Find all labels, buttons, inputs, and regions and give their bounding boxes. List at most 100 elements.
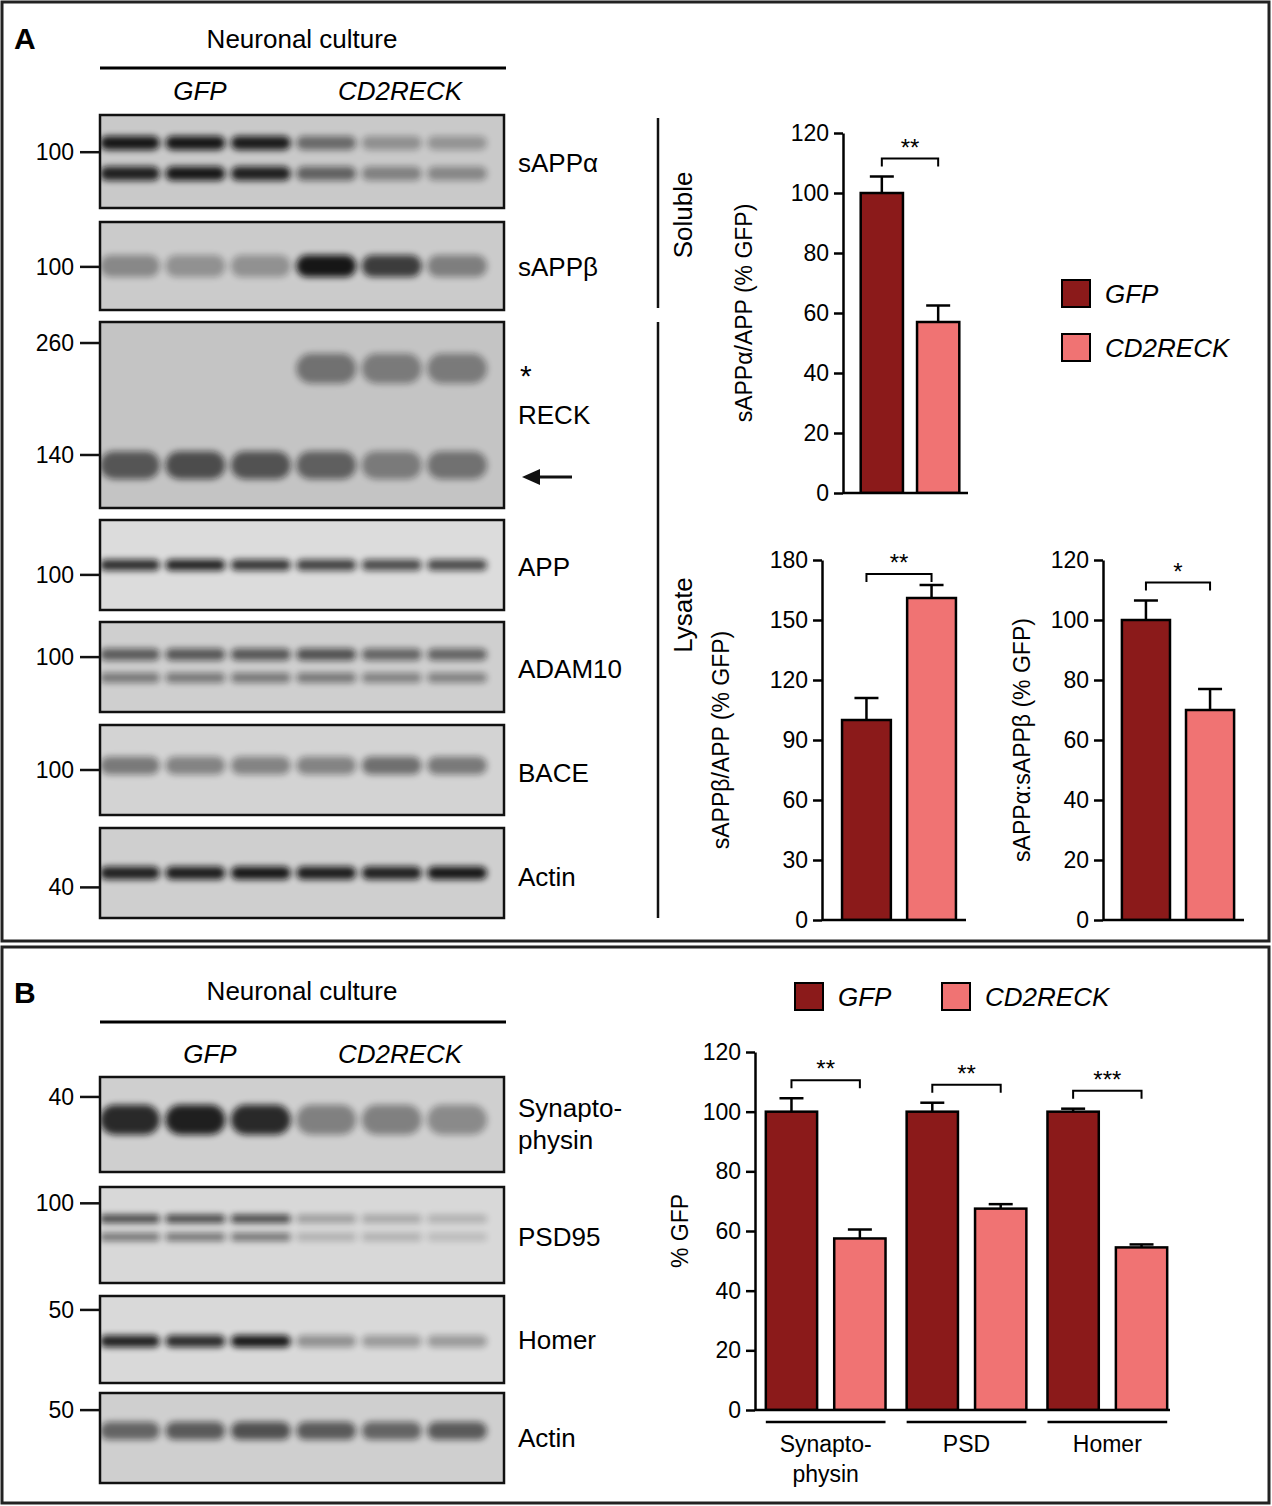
y-tick-label: 40 xyxy=(803,360,829,386)
blot xyxy=(100,222,504,310)
blot-band xyxy=(165,1335,225,1347)
marker-label: 100 xyxy=(36,1190,74,1216)
y-tick: 0 xyxy=(795,907,822,933)
bar-chart: 020406080100120% GFPSynapto-physinPSDHom… xyxy=(667,982,1170,1487)
category-underline xyxy=(907,1421,1027,1424)
blot-label: Synapto-physin xyxy=(518,1093,622,1155)
y-tick-label: 0 xyxy=(816,480,829,506)
y-tick-mark xyxy=(1094,919,1103,922)
y-tick-label: 60 xyxy=(803,300,829,326)
blot-background xyxy=(100,322,504,508)
blot-band xyxy=(231,255,291,277)
blot-frame xyxy=(100,1296,504,1383)
blot-band xyxy=(231,673,291,683)
y-tick-mark xyxy=(834,132,843,135)
error-cap xyxy=(1130,1243,1154,1246)
marker-label: 100 xyxy=(36,644,74,670)
legend-swatch xyxy=(1062,334,1090,361)
band-annotation: * xyxy=(520,359,532,392)
blot-label: BACE xyxy=(518,758,589,788)
y-tick-mark xyxy=(813,619,822,622)
plot-area xyxy=(1122,601,1234,921)
blot-label: Actin xyxy=(518,862,576,892)
blot-band xyxy=(100,1215,160,1223)
error-bar xyxy=(848,1230,872,1239)
blot-band xyxy=(100,1335,160,1347)
error-cap xyxy=(1061,1107,1085,1110)
blot xyxy=(100,1296,504,1383)
y-tick-mark xyxy=(834,252,843,255)
blot-band xyxy=(362,673,422,683)
y-tick: 40 xyxy=(715,1278,755,1304)
blot-band xyxy=(231,560,291,571)
marker-tick xyxy=(80,769,100,772)
y-axis-title: sAPPβ/APP (% GFP) xyxy=(708,631,734,850)
bar xyxy=(1116,1247,1167,1410)
blot-band xyxy=(427,354,487,384)
marker-label: 100 xyxy=(36,562,74,588)
y-tick: 20 xyxy=(1063,847,1103,873)
bar xyxy=(975,1209,1026,1410)
y-axis-title: sAPPα/APP (% GFP) xyxy=(731,204,757,423)
blot-band xyxy=(231,648,291,660)
blot-band xyxy=(362,255,422,277)
error-stem xyxy=(881,177,884,194)
blot-band xyxy=(362,1215,422,1223)
blot-band xyxy=(231,757,291,775)
y-tick: 120 xyxy=(1051,547,1103,573)
error-bar xyxy=(779,1098,803,1111)
blot-band xyxy=(296,1215,356,1223)
y-tick-mark xyxy=(813,919,822,922)
bar xyxy=(1186,710,1234,920)
blot-band xyxy=(296,1233,356,1241)
blot xyxy=(100,1077,504,1172)
blot-band xyxy=(362,1105,422,1135)
blot-background xyxy=(100,828,504,918)
legend-swatch xyxy=(1062,280,1090,307)
significance-label: ** xyxy=(901,134,920,161)
y-tick-label: 80 xyxy=(803,240,829,266)
y-tick-mark xyxy=(746,1290,755,1293)
y-tick: 120 xyxy=(770,667,822,693)
fraction-label: Lysate xyxy=(668,577,698,653)
bar xyxy=(1047,1112,1098,1410)
blot-panel: BNeuronal cultureGFPCD2RECK40Synapto-phy… xyxy=(14,976,622,1483)
blot-band xyxy=(100,648,160,660)
y-tick: 20 xyxy=(715,1337,755,1363)
marker-label: 100 xyxy=(36,139,74,165)
blot-band xyxy=(231,136,291,150)
legend-swatch xyxy=(942,983,970,1010)
x-axis-line xyxy=(843,492,968,495)
error-cap xyxy=(779,1097,803,1100)
blot-panel: ANeuronal cultureGFPCD2RECK100sAPPα100sA… xyxy=(14,22,698,918)
y-tick-mark xyxy=(1094,799,1103,802)
y-tick-label: 120 xyxy=(1051,547,1089,573)
bar xyxy=(842,720,891,920)
blot-frame xyxy=(100,1077,504,1172)
blot-label: APP xyxy=(518,552,570,582)
category-underline xyxy=(1047,1421,1167,1424)
blot-label: PSD95 xyxy=(518,1222,600,1252)
blot-band xyxy=(296,1422,356,1440)
blot-band xyxy=(427,1422,487,1440)
plot-area xyxy=(861,177,960,494)
y-tick-mark xyxy=(813,859,822,862)
title-rule xyxy=(100,1021,506,1024)
blot-label: Homer xyxy=(518,1325,596,1355)
blot-band xyxy=(296,757,356,775)
error-bar xyxy=(926,306,950,323)
y-tick: 30 xyxy=(782,847,822,873)
marker-tick xyxy=(80,1202,100,1205)
y-tick-mark xyxy=(834,312,843,315)
x-axis-line xyxy=(1103,919,1244,922)
y-tick-label: 0 xyxy=(1076,907,1089,933)
significance-label: ** xyxy=(890,549,909,576)
blot-frame xyxy=(100,725,504,815)
bar xyxy=(834,1238,885,1410)
marker-label: 140 xyxy=(36,442,74,468)
legend-label: CD2RECK xyxy=(985,982,1111,1012)
panel-label: B xyxy=(14,976,36,1009)
blot-label: Actin xyxy=(518,1423,576,1453)
plot-area xyxy=(842,585,956,920)
blot-band xyxy=(165,560,225,571)
